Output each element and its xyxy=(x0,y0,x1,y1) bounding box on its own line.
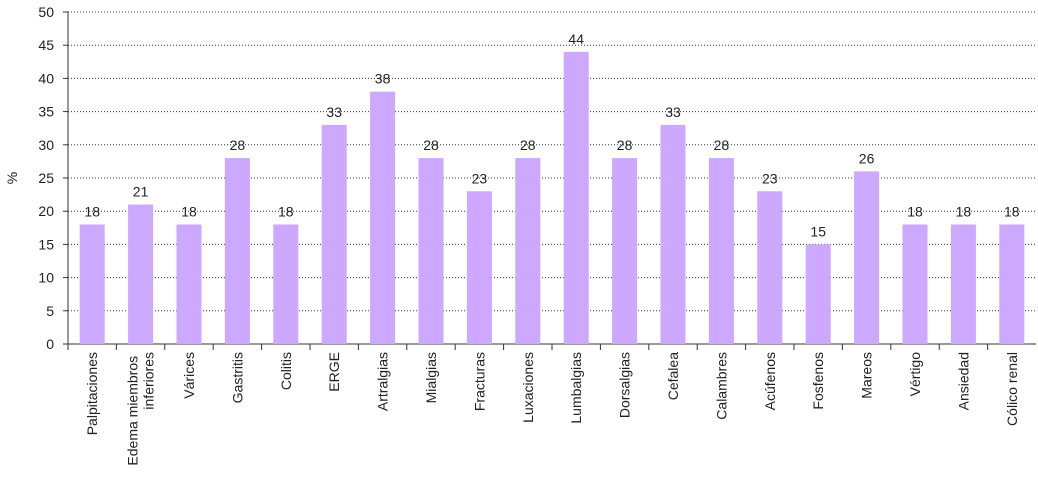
x-tick-label: Ansiedad xyxy=(955,352,971,410)
data-label: 18 xyxy=(181,203,197,219)
x-tick-label: Edema miembros inferiores xyxy=(125,352,157,466)
bar xyxy=(564,52,589,344)
data-label: 28 xyxy=(423,137,439,153)
x-tick-label: ERGE xyxy=(326,352,342,392)
y-tick-label: 10 xyxy=(38,270,54,286)
bar xyxy=(612,158,637,344)
bar xyxy=(757,191,782,344)
bar xyxy=(370,92,395,344)
x-tick-label: Artralgias xyxy=(375,352,391,411)
bar xyxy=(467,191,492,344)
x-tick-label: Colitis xyxy=(278,352,294,390)
data-label: 18 xyxy=(1004,203,1020,219)
y-tick-label: 15 xyxy=(38,236,54,252)
y-tick-label: 50 xyxy=(38,4,54,20)
bar xyxy=(419,158,444,344)
y-tick-label: 45 xyxy=(38,37,54,53)
x-tick-label: Lumbalgias xyxy=(568,352,584,424)
data-label: 28 xyxy=(230,137,246,153)
y-axis-label: % xyxy=(4,172,20,184)
data-label: 18 xyxy=(278,203,294,219)
y-tick-label: 25 xyxy=(38,170,54,186)
x-tick-label: Palpitaciones xyxy=(84,352,100,435)
data-label: 21 xyxy=(133,184,149,200)
x-tick-label: Várices xyxy=(181,352,197,399)
y-tick-label: 0 xyxy=(46,336,54,352)
bar xyxy=(322,125,347,344)
x-tick-label: Fracturas xyxy=(471,352,487,411)
x-tick-label: Dorsalgias xyxy=(617,352,633,418)
data-label: 28 xyxy=(617,137,633,153)
x-tick-label: Gastritis xyxy=(229,352,245,403)
bar xyxy=(854,171,879,344)
data-label: 26 xyxy=(859,150,875,166)
bar xyxy=(80,224,105,344)
bar xyxy=(709,158,734,344)
y-tick-label: 40 xyxy=(38,70,54,86)
data-label: 28 xyxy=(520,137,536,153)
y-tick-label: 30 xyxy=(38,137,54,153)
y-tick-label: 20 xyxy=(38,203,54,219)
bar xyxy=(903,224,928,344)
x-tick-label: Mareos xyxy=(859,352,875,399)
x-tick-label: Vértigo xyxy=(907,352,923,397)
y-tick-label: 5 xyxy=(46,303,54,319)
bar xyxy=(999,224,1024,344)
data-label: 18 xyxy=(84,203,100,219)
data-label: 23 xyxy=(762,170,778,186)
x-tick-label: Acúfenos xyxy=(762,352,778,410)
bar xyxy=(661,125,686,344)
bar xyxy=(128,205,153,344)
data-label: 18 xyxy=(956,203,972,219)
x-tick-label: Calambres xyxy=(713,352,729,420)
data-label: 23 xyxy=(472,170,488,186)
data-label: 44 xyxy=(568,31,584,47)
bar xyxy=(177,224,202,344)
bar xyxy=(273,224,298,344)
data-label: 28 xyxy=(714,137,730,153)
data-label: 33 xyxy=(326,104,342,120)
data-label: 33 xyxy=(665,104,681,120)
x-tick-label: Mialgias xyxy=(423,352,439,403)
x-tick-label: Fosfenos xyxy=(810,352,826,410)
data-label: 15 xyxy=(810,223,826,239)
x-tick-label: Cefalea xyxy=(665,352,681,400)
y-tick-label: 35 xyxy=(38,104,54,120)
data-label: 18 xyxy=(907,203,923,219)
data-label: 38 xyxy=(375,71,391,87)
chart: % 0 5 10 15 20 25 30 35 40 45 50 18 Palpitaciones 21 E… xyxy=(0,0,1038,492)
bar xyxy=(515,158,540,344)
bar xyxy=(806,244,831,344)
x-tick-label: Cólico renal xyxy=(1004,352,1020,426)
bar xyxy=(225,158,250,344)
x-tick-label: Luxaciones xyxy=(520,352,536,423)
bar xyxy=(951,224,976,344)
